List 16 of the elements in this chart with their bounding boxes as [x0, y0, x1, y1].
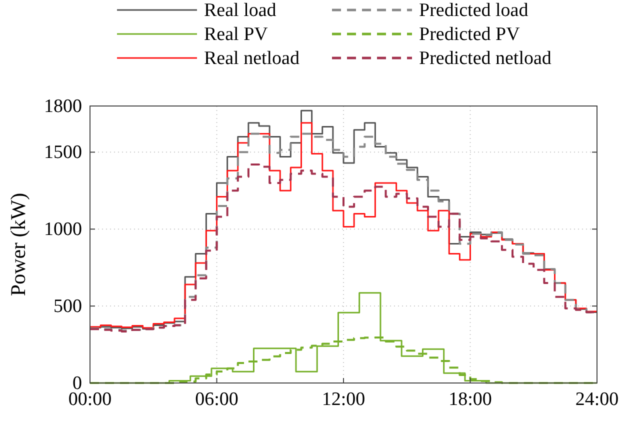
legend-label: Predicted load	[419, 0, 529, 21]
legend-label: Real PV	[204, 24, 268, 45]
legend-label: Real load	[204, 0, 277, 21]
legend-label: Predicted PV	[419, 24, 520, 45]
legend-label: Predicted netload	[419, 48, 552, 69]
x-tick-label: 24:00	[575, 389, 619, 410]
y-tick-label: 1800	[44, 96, 82, 117]
x-tick-label: 12:00	[322, 389, 366, 410]
y-tick-label: 500	[54, 296, 82, 318]
legend-label: Real netload	[204, 48, 300, 69]
x-tick-label: 06:00	[195, 389, 238, 410]
x-tick-label: 00:00	[68, 389, 112, 410]
y-tick-label: 1500	[44, 142, 82, 164]
y-axis-title: Power (kW)	[6, 192, 30, 296]
x-tick-label: 18:00	[448, 389, 492, 410]
y-tick-label: 1000	[44, 219, 82, 240]
